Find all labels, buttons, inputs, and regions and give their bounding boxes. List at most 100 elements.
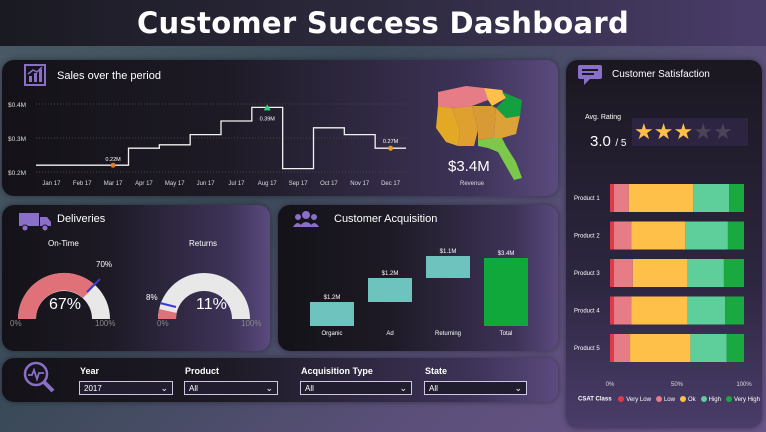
sales-title: Sales over the period [57, 70, 161, 82]
legend-label: High [708, 396, 721, 403]
bar-chart-icon [24, 64, 46, 86]
sales-x-tick: Oct 17 [320, 181, 338, 187]
sales-annotation-mar: 0.22M [105, 157, 121, 163]
revenue-map[interactable] [432, 80, 540, 184]
star-icon: ★ [712, 119, 733, 144]
sales-x-tick: May 17 [165, 181, 185, 187]
revenue-value: $3.4M [448, 158, 490, 175]
revenue-label: Revenue [460, 181, 485, 187]
csat-bar-segment [610, 221, 615, 250]
ontime-max: 100% [95, 319, 116, 328]
csat-stacked-bar-chart[interactable]: Product 1 Product 2 Product 3 Product 4 Prod… [572, 178, 758, 394]
returns-label: Returns [189, 239, 218, 248]
csat-bar-segment [614, 296, 632, 325]
csat-bar-segment [614, 184, 629, 212]
feedback-chat-icon [578, 65, 602, 85]
csat-axis-tick: 0% [606, 382, 615, 388]
legend-label: Ok [687, 396, 696, 403]
csat-legend-items: Very Low Low Ok High Very High [613, 396, 760, 403]
sales-x-tick: Jan 17 [42, 181, 61, 187]
map-region-southeast [494, 108, 520, 138]
star-rating: ★★★★★ [632, 118, 748, 146]
legend-label: Low [663, 396, 675, 403]
filter-acquisition-value: All [305, 384, 314, 393]
csat-bar-segment [687, 296, 726, 325]
csat-legend: CSAT Class Very Low Low Ok High Very High [578, 396, 760, 403]
waterfall-category-label: Returning [435, 331, 461, 337]
ontime-gauge[interactable] [8, 256, 120, 332]
star-icon: ★ [693, 119, 713, 144]
chevron-down-icon: ⌄ [265, 383, 273, 393]
csat-category-label: Product 3 [574, 271, 600, 277]
filter-year-label: Year [80, 366, 100, 376]
filter-product-value: All [189, 384, 198, 393]
legend-label: Very Low [626, 396, 651, 403]
sales-max-marker [263, 104, 271, 111]
map-region-north [438, 86, 488, 108]
csat-legend-title: CSAT Class [578, 396, 612, 403]
delivery-truck-icon [19, 213, 51, 232]
legend-swatch [618, 396, 625, 402]
dashboard-title-bar: Customer Success Dashboard [0, 0, 766, 46]
csat-bar-segment [610, 184, 615, 212]
map-region-central-east [472, 106, 496, 140]
sales-last-marker [388, 145, 394, 151]
csat-category-label: Product 1 [574, 196, 600, 202]
satisfaction-title: Customer Satisfaction [612, 69, 710, 80]
sales-line-chart[interactable]: $0.2M $0.3M $0.4M Jan 17 Feb 17 Mar 17 Apr 17 M… [6, 92, 416, 190]
waterfall-bar [426, 256, 470, 278]
returns-target: 8% [146, 293, 158, 302]
filter-state-dropdown[interactable]: All ⌄ [424, 381, 527, 395]
csat-bar-segment [685, 221, 728, 250]
deliveries-title: Deliveries [57, 213, 106, 225]
csat-bar-segment [614, 259, 633, 287]
avg-rating-number: 3.0 [590, 133, 611, 150]
filter-year-value: 2017 [84, 384, 102, 393]
ontime-min: 0% [10, 319, 22, 328]
csat-bar-segment [687, 259, 724, 287]
sales-annotation-aug: 0.39M [260, 116, 276, 122]
legend-swatch [700, 396, 707, 402]
sales-x-tick: Jul 17 [228, 181, 245, 187]
map-region-central [452, 106, 478, 146]
waterfall-bar [484, 258, 528, 326]
csat-bar-segment [614, 221, 632, 250]
map-region-east [496, 92, 522, 118]
acquisition-waterfall-chart[interactable]: $1.2M Organic $1.2M Ad $1.1M Returning $3.4M To… [300, 240, 540, 344]
sales-min-marker [110, 162, 116, 168]
csat-bar-segment [630, 334, 691, 362]
sales-annotation-dec: 0.27M [383, 139, 399, 145]
waterfall-bar [310, 302, 354, 326]
waterfall-category-label: Organic [321, 331, 342, 337]
filter-acquisition-dropdown[interactable]: All ⌄ [300, 381, 412, 395]
csat-bar-segment [727, 221, 744, 250]
ontime-label: On-Time [48, 239, 79, 248]
csat-category-label: Product 4 [574, 309, 600, 315]
legend-swatch [679, 396, 686, 402]
sales-y-tick: $0.3M [8, 136, 26, 143]
csat-axis-tick: 50% [671, 382, 684, 388]
csat-bar-segment [631, 221, 686, 250]
csat-axis-tick: 100% [736, 382, 752, 388]
csat-bar-segment [723, 259, 744, 287]
star-icon: ★ [673, 119, 694, 144]
filter-year-dropdown[interactable]: 2017 ⌄ [79, 381, 173, 395]
filter-product-label: Product [185, 366, 220, 376]
waterfall-data-label: $1.2M [324, 295, 341, 301]
sales-x-tick: Apr 17 [135, 181, 153, 187]
csat-bar-segment [610, 259, 615, 287]
csat-bar-segment [614, 334, 631, 362]
sales-line [36, 106, 406, 170]
sales-x-tick: Mar 17 [104, 181, 123, 187]
waterfall-data-label: $1.2M [382, 271, 399, 277]
returns-min: 0% [157, 319, 169, 328]
waterfall-category-label: Total [500, 331, 513, 337]
filter-product-dropdown[interactable]: All ⌄ [184, 381, 278, 395]
csat-bar-segment [610, 296, 615, 325]
returns-gauge[interactable] [152, 256, 264, 332]
waterfall-bar [368, 278, 412, 302]
sales-x-tick: Nov 17 [350, 181, 370, 187]
sales-x-tick: Sep 17 [289, 181, 309, 187]
csat-bar-segment [729, 184, 744, 212]
chevron-down-icon: ⌄ [514, 383, 522, 393]
